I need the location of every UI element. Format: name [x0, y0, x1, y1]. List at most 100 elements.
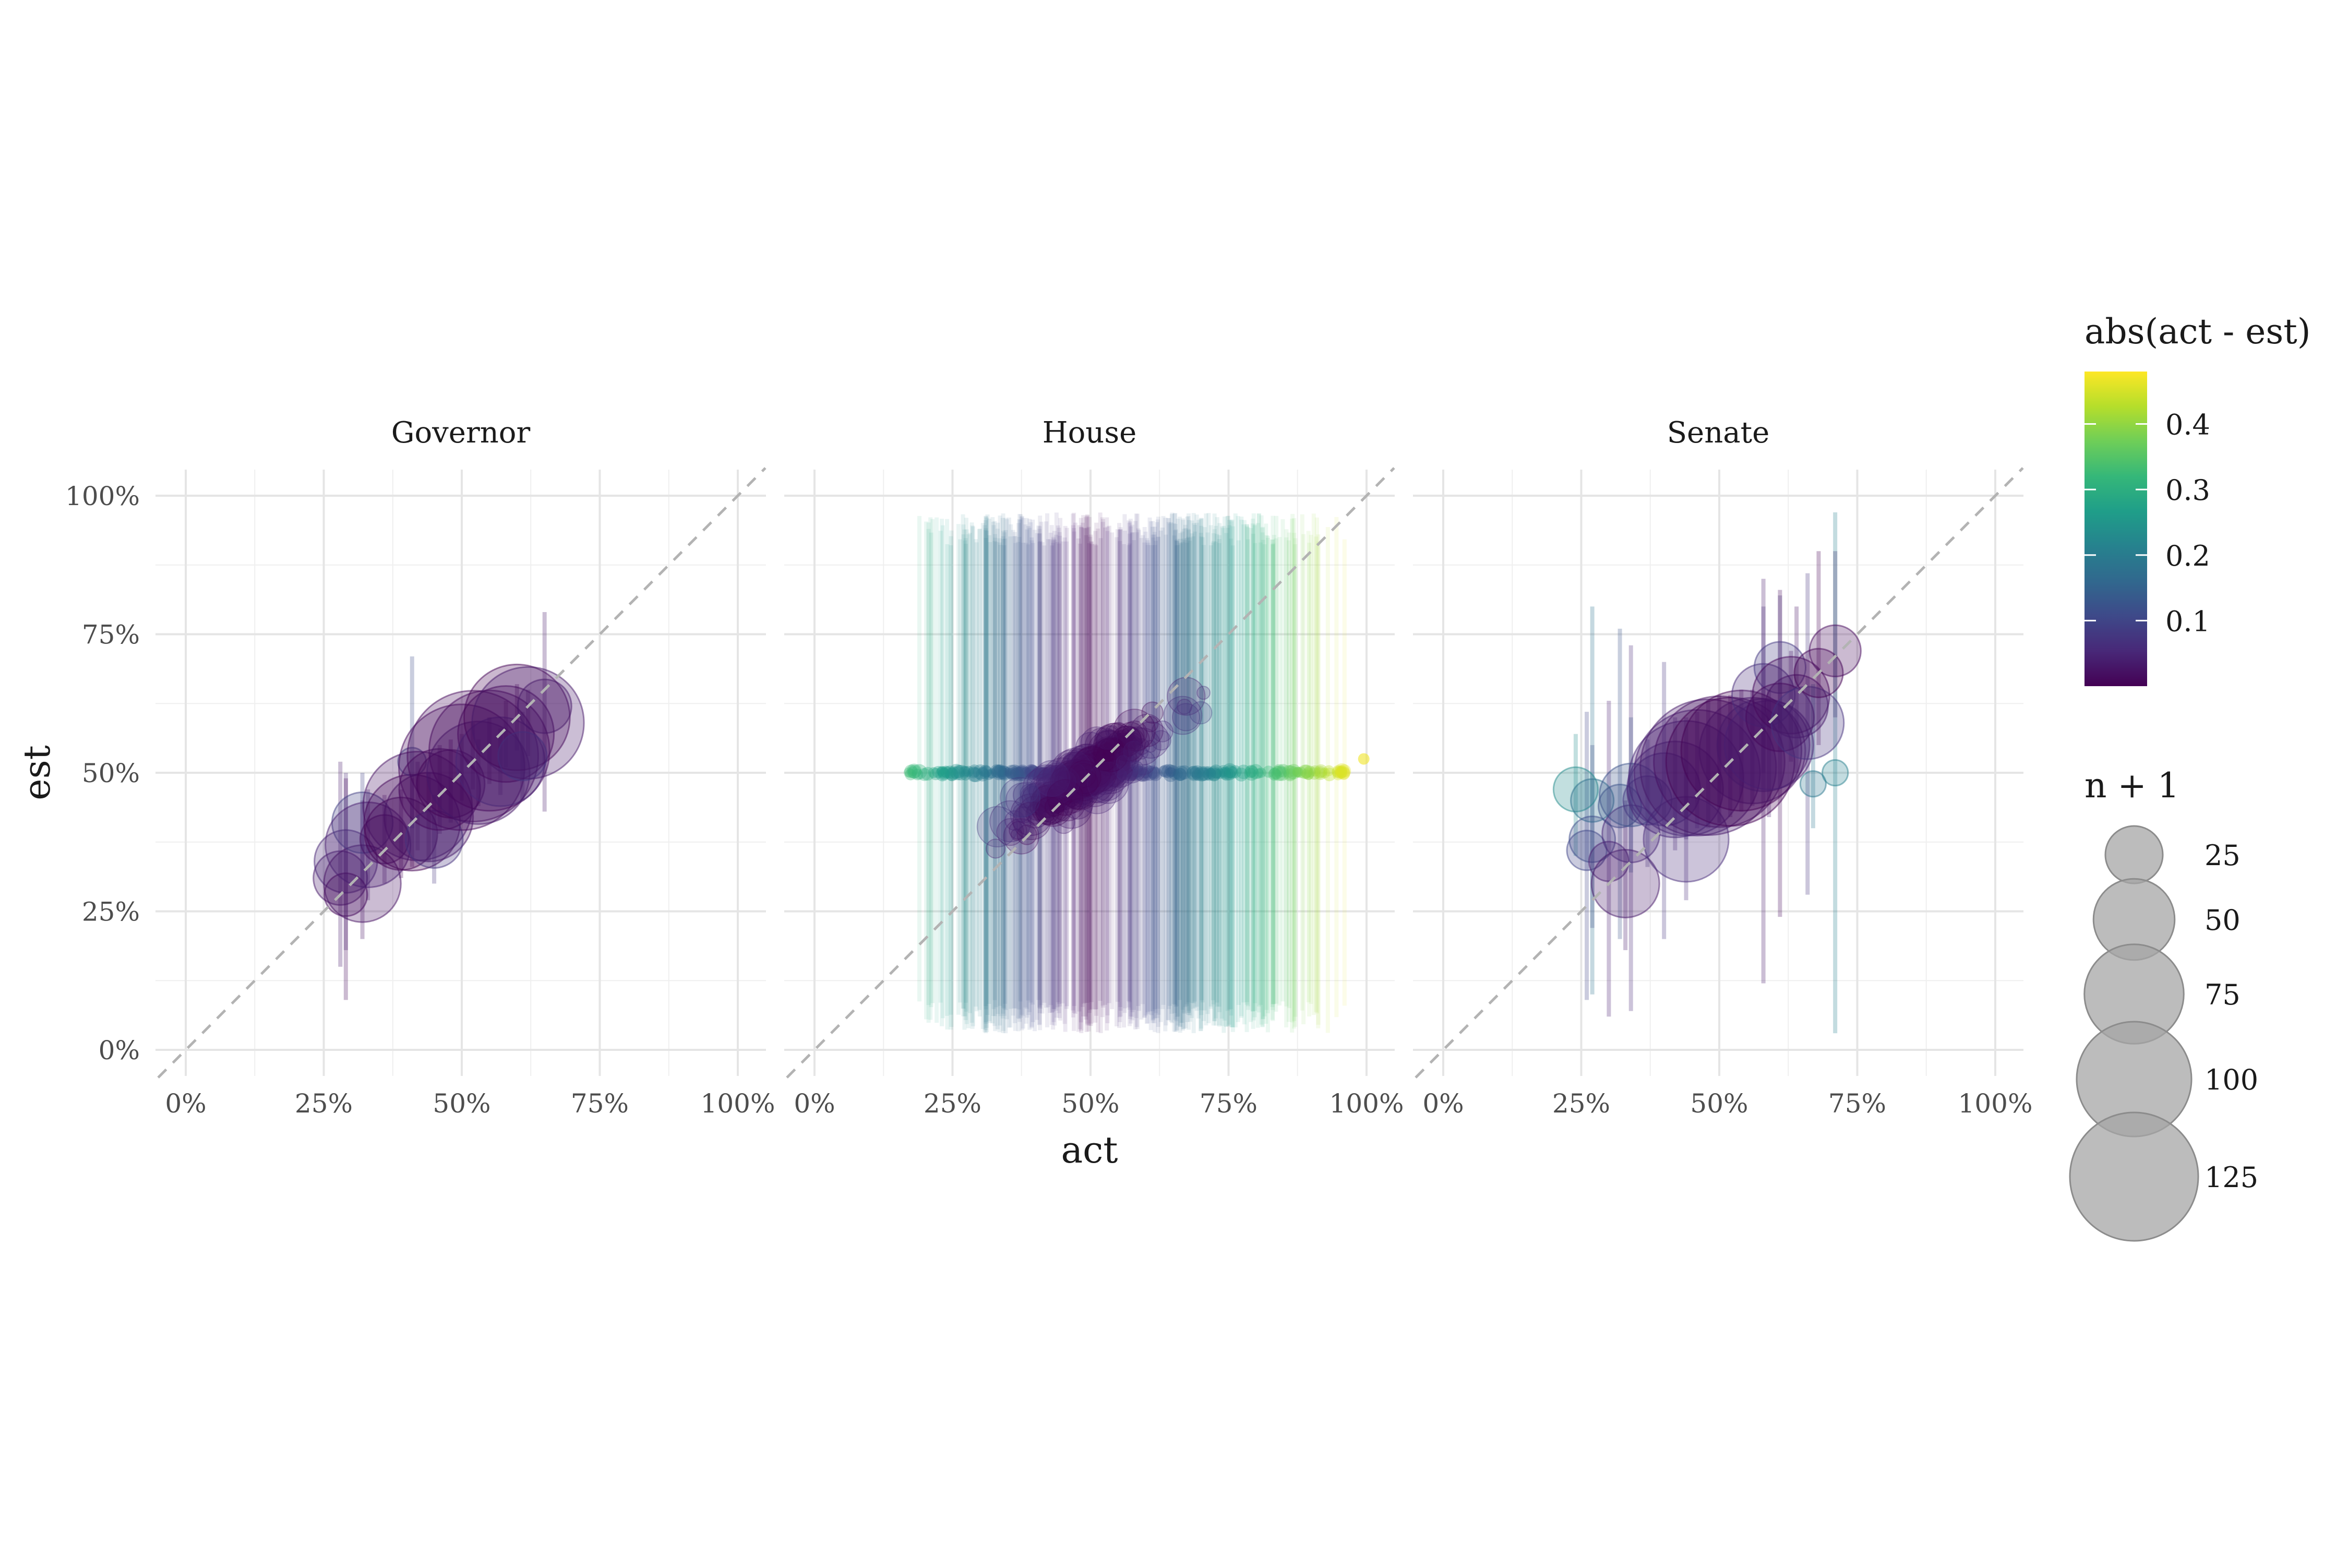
house-point — [1117, 722, 1145, 750]
house-point — [1024, 764, 1038, 777]
point-senate-point — [1643, 796, 1730, 883]
house-point — [997, 766, 1012, 781]
house-point — [987, 769, 997, 779]
house-point — [1187, 766, 1201, 780]
house-point — [1063, 764, 1079, 780]
house-point — [1005, 782, 1041, 818]
house-point — [1032, 797, 1060, 825]
house-point — [1046, 793, 1067, 813]
house-point — [1025, 803, 1047, 824]
house-point — [1335, 765, 1346, 777]
point-governor-point — [383, 772, 474, 863]
house-point — [1031, 768, 1044, 781]
house-point — [1146, 765, 1160, 779]
house-point — [1292, 767, 1302, 777]
house-point — [999, 777, 1041, 818]
house-point — [1228, 765, 1242, 779]
house-point — [1071, 776, 1091, 796]
house-point — [1053, 761, 1094, 800]
house-point — [1075, 753, 1116, 794]
house-point — [1111, 746, 1133, 768]
house-point — [1081, 751, 1117, 788]
house-point — [1207, 768, 1221, 782]
house-point — [940, 765, 952, 778]
house-point — [1051, 764, 1064, 777]
house-point — [932, 765, 944, 779]
house-point — [1035, 796, 1064, 825]
house-point — [991, 764, 1007, 781]
house-point — [1284, 768, 1297, 782]
house-point — [1132, 721, 1170, 759]
house-point — [1057, 759, 1098, 800]
house-point — [1209, 764, 1223, 779]
house-point — [1068, 763, 1087, 782]
house-point — [1099, 766, 1109, 776]
house-point — [1109, 733, 1144, 767]
house-point — [1098, 739, 1137, 777]
house-point — [1130, 713, 1164, 747]
point-senate-point — [1822, 759, 1849, 787]
house-point — [1093, 723, 1133, 763]
house-point — [1087, 773, 1101, 787]
house-point — [941, 766, 953, 779]
house-point — [936, 766, 947, 776]
house-point — [1161, 764, 1176, 779]
house-point — [976, 806, 1019, 848]
panel-senate-reference-line — [1415, 467, 2024, 1079]
house-point — [1088, 765, 1102, 780]
house-point — [1050, 786, 1093, 829]
house-point — [1026, 765, 1041, 780]
house-point — [1032, 766, 1044, 779]
house-point — [1203, 766, 1214, 776]
house-point — [1020, 783, 1039, 803]
house-point — [1089, 765, 1119, 795]
house-point — [996, 765, 1008, 777]
point-senate-point — [1588, 841, 1630, 882]
size-legend-label: 50 — [2205, 904, 2241, 937]
house-point — [1323, 765, 1335, 776]
text-layer: 0% 25% 50% 75% 100% Governor 0% 25% 50% 75% 100% Ho… — [16, 416, 2032, 1171]
house-point — [1080, 726, 1113, 760]
house-point — [1137, 767, 1153, 782]
house-point — [1099, 744, 1130, 775]
house-point — [1032, 782, 1058, 808]
y-tick-label: 75% — [82, 620, 140, 650]
house-point — [1038, 785, 1053, 800]
house-point — [928, 767, 940, 779]
house-point — [1159, 764, 1173, 778]
house-point — [1262, 765, 1275, 778]
house-point — [1063, 751, 1090, 779]
house-point — [1092, 746, 1133, 788]
house-point — [1119, 768, 1132, 781]
house-point — [1142, 765, 1158, 781]
house-point — [1094, 764, 1109, 779]
house-point — [1062, 788, 1094, 820]
house-point — [1054, 770, 1076, 793]
house-point — [1105, 730, 1135, 760]
house-point — [1268, 768, 1281, 781]
house-point — [1032, 796, 1047, 811]
house-point — [1130, 764, 1144, 777]
house-point — [1091, 755, 1130, 794]
house-point — [1139, 764, 1154, 779]
house-point — [1135, 768, 1150, 782]
house-point — [1042, 767, 1056, 780]
house-point — [1098, 738, 1122, 761]
house-point — [1049, 788, 1063, 803]
house-point — [1151, 730, 1171, 751]
house-point — [1033, 760, 1071, 797]
legend-layer: abs(act - est) 0.1 0.2 0.3 0.4 n + 1 25 50 75 100… — [2069, 312, 2311, 1242]
house-point — [1032, 781, 1075, 824]
house-point — [1059, 751, 1098, 789]
house-point — [1308, 767, 1321, 780]
point-senate-point — [1745, 683, 1815, 752]
house-point — [1035, 764, 1076, 805]
house-point — [1096, 728, 1118, 750]
point-senate-point — [1808, 624, 1862, 678]
house-point — [1292, 767, 1304, 778]
house-point — [1163, 767, 1178, 782]
panel-senate-x-tick-label: 75% — [1828, 1088, 1886, 1119]
point-governor-point — [517, 678, 572, 734]
house-point — [1088, 765, 1099, 776]
house-point — [1071, 769, 1098, 797]
